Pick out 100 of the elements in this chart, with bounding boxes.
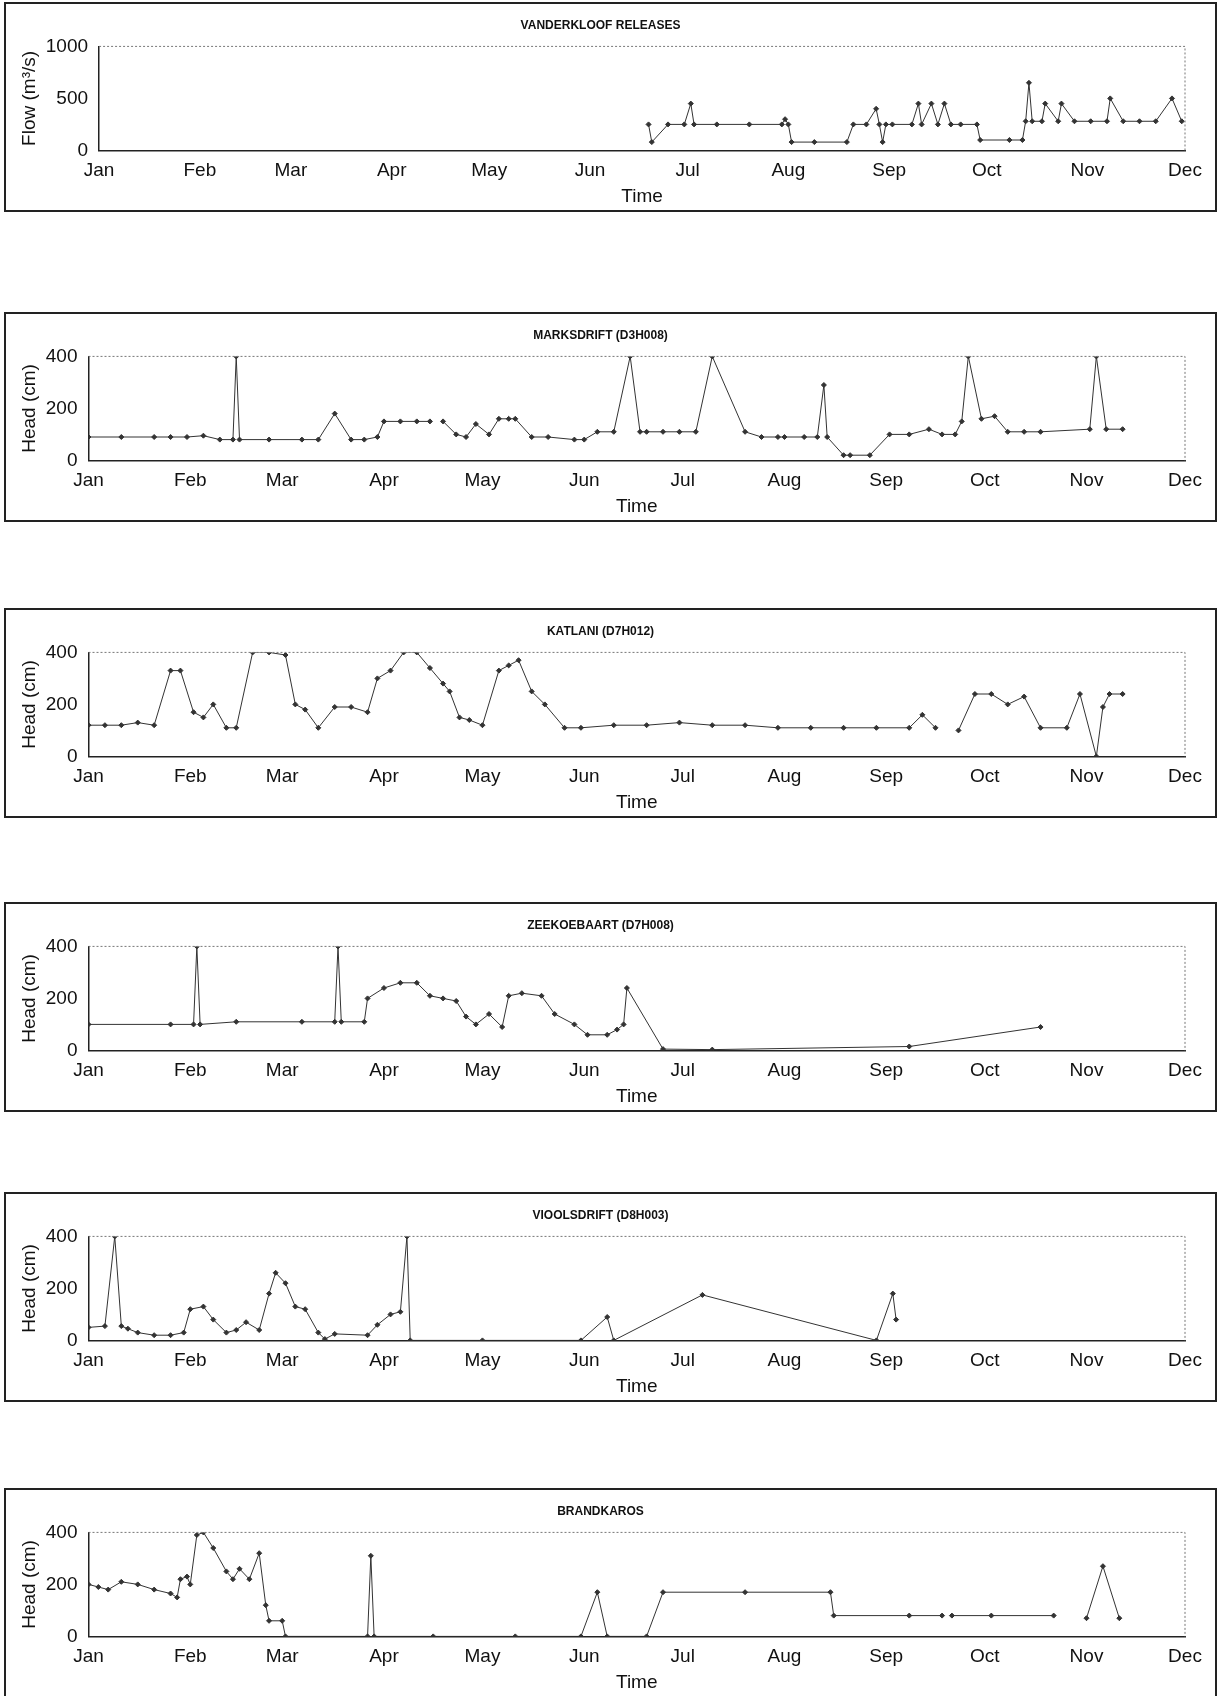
x-tick-label: Jul: [670, 1645, 695, 1667]
point: [660, 1046, 667, 1051]
point: [292, 1303, 299, 1310]
y-axis-title: Flow (m³/s): [17, 50, 39, 146]
point: [538, 992, 545, 999]
y-axis-title: Head (cm): [17, 660, 39, 749]
point: [298, 1018, 305, 1025]
x-tick-label: Apr: [369, 1059, 400, 1081]
point: [364, 1332, 371, 1339]
point: [746, 121, 753, 128]
point: [236, 1565, 243, 1572]
chart-title: VANDERKLOOF RELEASES: [520, 17, 681, 32]
point: [889, 1290, 896, 1297]
point: [272, 1269, 279, 1276]
x-tick-label: Jan: [73, 469, 104, 491]
chart-title: BRANDKAROS: [557, 1503, 644, 1518]
x-tick-label: Aug: [767, 765, 802, 787]
x-tick-label: May: [464, 1349, 501, 1371]
point: [397, 979, 404, 986]
x-tick-label: Jun: [568, 1645, 600, 1667]
x-tick-label: Apr: [376, 159, 408, 181]
x-tick-label: Jan: [73, 1349, 104, 1371]
y-axis-title: Head (cm): [17, 1244, 39, 1333]
point: [665, 121, 672, 128]
point: [1022, 118, 1029, 125]
y-tick-label: 0: [77, 138, 89, 160]
point: [134, 1329, 141, 1336]
point: [101, 1323, 108, 1330]
x-tick-label: Oct: [971, 159, 1003, 181]
point: [361, 1018, 368, 1025]
point: [648, 139, 655, 146]
point: [614, 1026, 621, 1033]
point: [472, 1021, 479, 1028]
point: [947, 121, 954, 128]
x-tick-label: May: [464, 1059, 501, 1081]
point: [229, 1576, 236, 1583]
point: [941, 100, 948, 107]
point: [843, 139, 850, 146]
point: [118, 1578, 125, 1585]
point: [151, 1586, 158, 1593]
point: [151, 1332, 158, 1339]
point: [1042, 100, 1049, 107]
point: [906, 1043, 913, 1050]
point: [364, 995, 371, 1002]
point: [876, 121, 883, 128]
x-tick-label: Mar: [265, 765, 300, 787]
x-tick-label: Dec: [1168, 1059, 1202, 1081]
point: [778, 121, 785, 128]
x-tick-label: Dec: [1168, 765, 1202, 787]
x-tick-label: Mar: [265, 1349, 300, 1371]
x-tick-label: Feb: [173, 1645, 207, 1667]
x-axis-title: Time: [615, 1374, 658, 1396]
x-tick-label: Feb: [173, 765, 207, 787]
x-tick-label: May: [471, 159, 508, 181]
point: [1099, 1563, 1106, 1570]
point: [782, 116, 789, 123]
point: [830, 1612, 837, 1619]
point: [1107, 95, 1114, 102]
point: [906, 1612, 913, 1619]
x-tick-label: May: [464, 1645, 501, 1667]
x-axis-title: Time: [615, 1084, 658, 1106]
x-tick-label: Apr: [369, 469, 400, 491]
y-tick-label: 0: [66, 1038, 78, 1060]
y-tick-label: 1000: [45, 34, 89, 56]
point: [256, 1327, 263, 1333]
point: [426, 992, 433, 999]
point: [1029, 118, 1036, 125]
x-tick-label: Sep: [872, 159, 907, 181]
x-tick-label: Nov: [1069, 1349, 1104, 1371]
x-tick-label: Jun: [574, 159, 606, 181]
point: [699, 1291, 706, 1298]
point: [1087, 118, 1094, 125]
x-tick-label: Sep: [869, 1349, 904, 1371]
y-tick-label: 200: [45, 692, 78, 714]
point: [742, 1589, 749, 1596]
point: [315, 1329, 322, 1336]
x-tick-label: Feb: [183, 159, 217, 181]
point: [1136, 118, 1143, 125]
point: [977, 137, 984, 143]
point: [1103, 118, 1110, 125]
point: [1058, 100, 1065, 107]
x-tick-label: Mar: [265, 1059, 300, 1081]
x-tick-label: Jul: [675, 159, 700, 181]
point: [1038, 118, 1045, 125]
x-tick-label: Apr: [369, 1645, 400, 1667]
x-tick-label: Aug: [767, 1645, 802, 1667]
y-axis-title: Head (cm): [17, 364, 39, 453]
point: [788, 139, 795, 146]
x-tick-label: Oct: [969, 1059, 1001, 1081]
point: [1025, 79, 1032, 86]
chart-title: ZEEKOEBAART (D7H008): [527, 917, 674, 932]
point: [811, 139, 818, 146]
x-tick-label: Dec: [1168, 1349, 1202, 1371]
point: [486, 1011, 493, 1017]
point: [413, 979, 420, 986]
point: [95, 1584, 102, 1590]
x-tick-label: Jun: [568, 1349, 600, 1371]
point: [134, 1581, 141, 1588]
x-tick-label: Apr: [369, 765, 400, 787]
chart-title: MARKSDRIFT (D3H008): [533, 327, 668, 342]
